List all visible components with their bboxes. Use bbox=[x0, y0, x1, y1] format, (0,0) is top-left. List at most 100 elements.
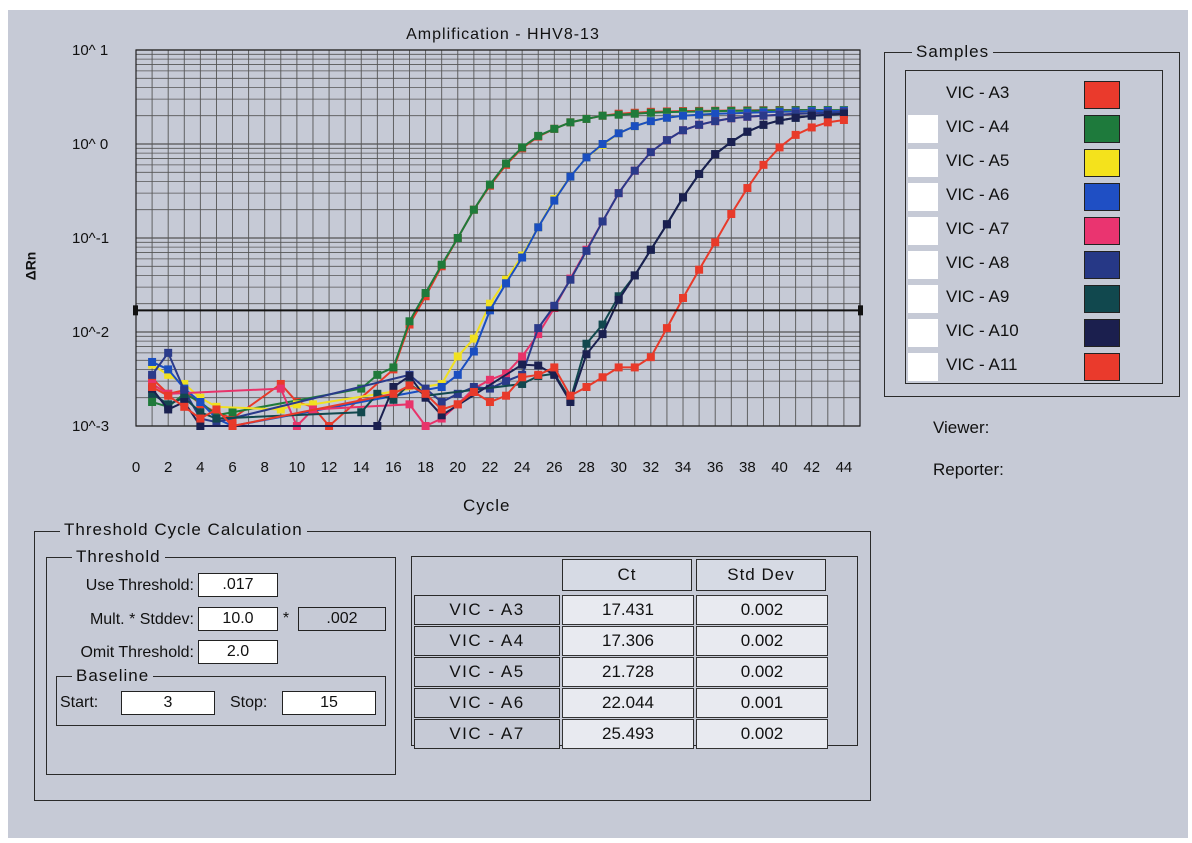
ct-header[interactable]: Ct bbox=[562, 559, 692, 591]
baseline-start-input[interactable]: 3 bbox=[121, 691, 215, 715]
sample-color-swatch[interactable] bbox=[1084, 251, 1120, 279]
sample-selector[interactable] bbox=[908, 217, 938, 245]
sample-selector[interactable] bbox=[908, 115, 938, 143]
data-point bbox=[775, 116, 784, 125]
data-point bbox=[534, 223, 543, 232]
x-tick-label: 2 bbox=[164, 459, 172, 476]
x-tick-label: 30 bbox=[610, 459, 627, 476]
y-tick-label: 10^-3 bbox=[72, 418, 109, 435]
x-tick-label: 0 bbox=[132, 459, 140, 476]
data-point bbox=[373, 370, 382, 379]
sample-label: VIC - A9 bbox=[946, 287, 1010, 306]
sample-color-swatch[interactable] bbox=[1084, 285, 1120, 313]
sample-row-a5[interactable]: VIC - A5 bbox=[906, 145, 1162, 179]
sample-row-a3[interactable]: VIC - A3 bbox=[906, 77, 1162, 111]
sample-selector[interactable] bbox=[908, 353, 938, 381]
table-row-label[interactable]: VIC - A4 bbox=[414, 626, 560, 656]
data-point bbox=[598, 320, 607, 329]
data-point bbox=[518, 379, 527, 388]
ct-cell: 17.431 bbox=[562, 595, 694, 625]
sample-selector[interactable] bbox=[908, 149, 938, 177]
use-threshold-input[interactable]: .017 bbox=[198, 573, 278, 597]
mult-stddev-input[interactable]: 10.0 bbox=[198, 607, 278, 631]
sample-selector[interactable] bbox=[908, 251, 938, 279]
sample-color-swatch[interactable] bbox=[1084, 81, 1120, 109]
data-point bbox=[502, 279, 511, 288]
x-tick-label: 10 bbox=[289, 459, 306, 476]
sample-color-swatch[interactable] bbox=[1084, 217, 1120, 245]
sample-row-a10[interactable]: VIC - A10 bbox=[906, 315, 1162, 349]
sample-row-a9[interactable]: VIC - A9 bbox=[906, 281, 1162, 315]
data-point bbox=[405, 317, 414, 326]
y-tick-label: 10^ 1 bbox=[72, 42, 108, 59]
amplification-plot[interactable]: 10^ 110^ 010^-110^-210^-30 2 4 6 8 10 12 14 16 18… bbox=[8, 10, 888, 490]
data-point bbox=[646, 108, 655, 117]
data-point bbox=[727, 109, 736, 118]
data-point bbox=[389, 389, 398, 398]
data-point bbox=[518, 373, 527, 382]
data-point bbox=[180, 398, 189, 407]
sample-row-a4[interactable]: VIC - A4 bbox=[906, 111, 1162, 145]
sample-selector[interactable] bbox=[908, 285, 938, 313]
omit-threshold-label: Omit Threshold: bbox=[80, 644, 194, 661]
sample-row-a7[interactable]: VIC - A7 bbox=[906, 213, 1162, 247]
data-point bbox=[711, 109, 720, 118]
data-point bbox=[630, 122, 639, 131]
sample-color-swatch[interactable] bbox=[1084, 353, 1120, 381]
data-point bbox=[711, 117, 720, 126]
sample-color-swatch[interactable] bbox=[1084, 115, 1120, 143]
sample-row-a11[interactable]: VIC - A11 bbox=[906, 349, 1162, 383]
sample-selector[interactable] bbox=[908, 319, 938, 347]
data-point bbox=[180, 379, 189, 388]
data-point bbox=[662, 113, 671, 122]
data-point bbox=[582, 246, 591, 255]
table-row-label[interactable]: VIC - A3 bbox=[414, 595, 560, 625]
data-point bbox=[598, 373, 607, 382]
sample-row-a6[interactable]: VIC - A6 bbox=[906, 179, 1162, 213]
ct-cell: 21.728 bbox=[562, 657, 694, 687]
data-point bbox=[566, 391, 575, 400]
data-point bbox=[759, 160, 768, 169]
data-point bbox=[598, 140, 607, 148]
data-point bbox=[534, 330, 543, 339]
amplification-panel: Amplification - HHV8-13 ΔRn 10^ 1 10^ 0 10… bbox=[8, 10, 1188, 838]
sample-color-swatch[interactable] bbox=[1084, 149, 1120, 177]
data-point bbox=[679, 126, 688, 135]
data-point bbox=[743, 184, 752, 193]
x-tick-label: 42 bbox=[803, 459, 820, 476]
omit-threshold-input[interactable]: 2.0 bbox=[198, 640, 278, 664]
data-point bbox=[228, 408, 237, 417]
data-point bbox=[518, 253, 527, 262]
data-point bbox=[534, 131, 543, 140]
data-point bbox=[164, 405, 173, 414]
data-point bbox=[405, 372, 414, 381]
data-point bbox=[791, 109, 800, 118]
data-point bbox=[148, 382, 157, 391]
data-point bbox=[164, 365, 173, 374]
baseline-stop-input[interactable]: 15 bbox=[282, 691, 376, 715]
table-row-label[interactable]: VIC - A5 bbox=[414, 657, 560, 687]
data-point bbox=[550, 370, 559, 379]
stddev-header[interactable]: Std Dev bbox=[696, 559, 826, 591]
table-row-label[interactable]: VIC - A6 bbox=[414, 688, 560, 718]
table-row-label[interactable]: VIC - A7 bbox=[414, 719, 560, 749]
sample-color-swatch[interactable] bbox=[1084, 319, 1120, 347]
sample-color-swatch[interactable] bbox=[1084, 183, 1120, 211]
stddev-value: .002 bbox=[298, 607, 386, 631]
sample-row-a8[interactable]: VIC - A8 bbox=[906, 247, 1162, 281]
data-point bbox=[662, 220, 671, 229]
x-tick-label: 16 bbox=[385, 459, 402, 476]
sample-selector[interactable] bbox=[908, 183, 938, 211]
x-tick-label: 44 bbox=[836, 459, 853, 476]
baseline-title: Baseline bbox=[72, 666, 154, 686]
ct-cell: 22.044 bbox=[562, 688, 694, 718]
data-point bbox=[276, 379, 285, 388]
data-point bbox=[582, 339, 591, 348]
data-point bbox=[743, 112, 752, 121]
data-point bbox=[164, 391, 173, 400]
data-point bbox=[679, 111, 688, 120]
data-point bbox=[453, 352, 462, 361]
data-point bbox=[646, 245, 655, 254]
y-tick-label: 10^ 0 bbox=[72, 136, 108, 153]
data-point bbox=[566, 172, 575, 181]
